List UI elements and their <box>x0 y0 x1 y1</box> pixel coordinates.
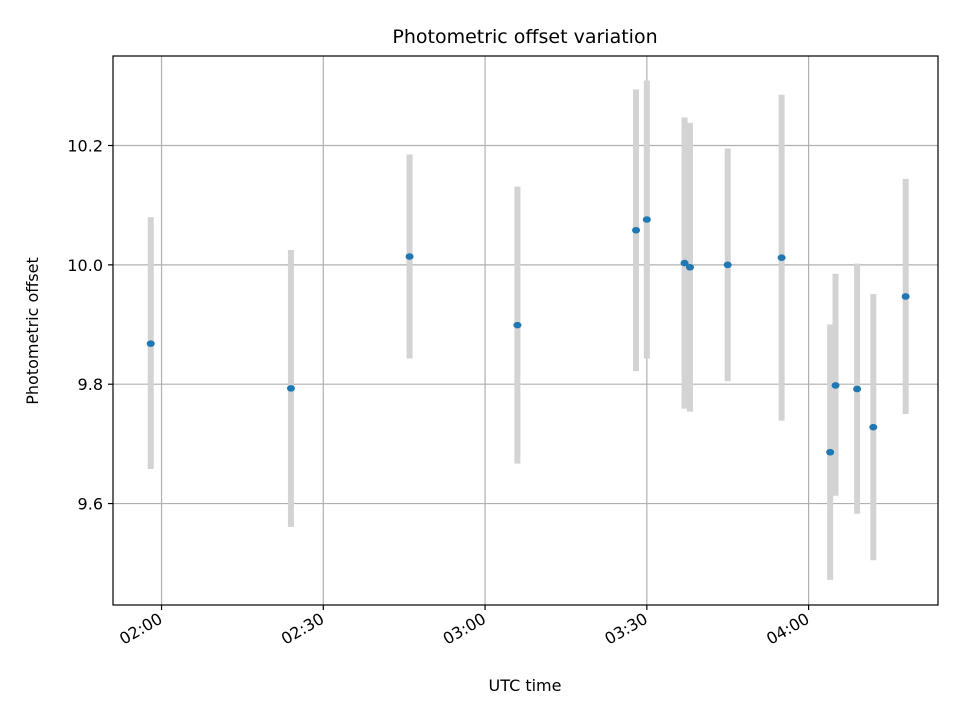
data-point <box>826 448 835 456</box>
data-point <box>632 226 641 234</box>
data-point <box>685 263 694 271</box>
y-axis-label: Photometric offset <box>23 257 42 405</box>
data-points <box>146 216 910 456</box>
data-point <box>513 321 522 329</box>
y-tick-label: 10.0 <box>67 256 103 275</box>
data-point <box>680 259 689 267</box>
data-point <box>642 216 651 223</box>
chart-title: Photometric offset variation <box>392 26 657 48</box>
x-axis-label: UTC time <box>489 676 562 695</box>
data-point <box>777 254 786 261</box>
data-point <box>853 385 862 393</box>
plot-frame <box>112 55 939 606</box>
data-point <box>723 261 732 269</box>
y-axis-ticks: 9.6 9.8 10.0 10.2 <box>67 137 113 514</box>
data-point <box>869 423 878 431</box>
data-point <box>831 382 840 389</box>
y-tick-label: 9.6 <box>78 495 103 514</box>
y-tick-label: 9.8 <box>78 375 103 394</box>
y-tick-label: 10.2 <box>67 137 103 156</box>
data-point <box>405 253 414 260</box>
data-point <box>286 385 295 392</box>
data-point <box>146 340 155 347</box>
data-point <box>901 293 910 300</box>
